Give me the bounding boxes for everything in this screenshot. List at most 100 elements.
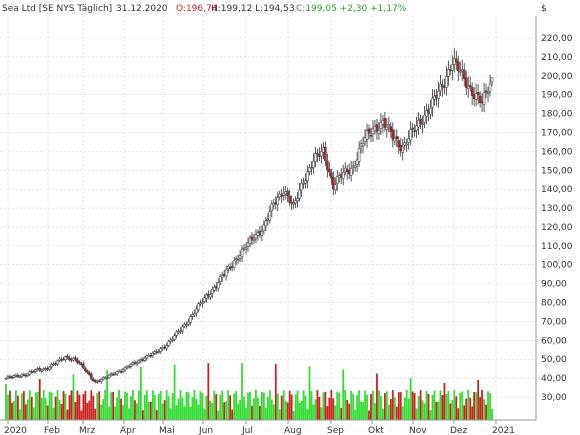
candle-body bbox=[90, 373, 93, 379]
candle-body bbox=[480, 101, 484, 104]
candle-body bbox=[347, 170, 351, 175]
volume-bar bbox=[173, 364, 176, 420]
candle-body bbox=[316, 152, 319, 155]
volume-bar bbox=[161, 403, 164, 420]
candle-body bbox=[369, 134, 373, 137]
price-tick-label: 220,00 bbox=[541, 34, 573, 44]
volume-bar bbox=[447, 390, 450, 420]
volume-bar bbox=[312, 404, 315, 420]
volume-bar bbox=[407, 398, 410, 420]
volume-bar bbox=[108, 406, 111, 420]
volume-bar bbox=[60, 403, 63, 420]
volume-bar bbox=[455, 396, 458, 420]
volume-bar bbox=[132, 390, 134, 420]
candle-body bbox=[278, 193, 281, 198]
candle-body bbox=[375, 124, 379, 132]
volume-bar bbox=[245, 407, 247, 420]
volume-bar bbox=[134, 400, 136, 420]
candle-body bbox=[447, 69, 450, 77]
candle-body bbox=[181, 326, 184, 332]
candle-body bbox=[244, 247, 248, 250]
candle-body bbox=[284, 191, 287, 195]
candle-body bbox=[345, 169, 349, 173]
candle-body bbox=[125, 366, 129, 369]
candle-body bbox=[421, 123, 424, 126]
volume-bar bbox=[128, 408, 130, 420]
candle-body bbox=[169, 339, 172, 342]
candle-body bbox=[449, 69, 452, 71]
candle-body bbox=[276, 197, 280, 205]
volume-bar bbox=[197, 404, 200, 420]
time-tick-label: 2021 bbox=[492, 426, 515, 435]
candle-body bbox=[131, 362, 135, 365]
candle-body bbox=[36, 368, 39, 371]
candle-body bbox=[10, 376, 14, 379]
volume-bar bbox=[435, 401, 438, 420]
volume-bar bbox=[429, 410, 432, 420]
candle-body bbox=[462, 69, 466, 79]
header-open: O:196,74 bbox=[176, 4, 218, 14]
volume-bar bbox=[241, 363, 243, 420]
volume-bar bbox=[36, 391, 39, 420]
volume-bar bbox=[260, 391, 263, 420]
candle-body bbox=[97, 380, 101, 383]
volume-bar bbox=[255, 390, 257, 420]
price-tick-label: 160,00 bbox=[541, 147, 573, 157]
candle-body bbox=[50, 364, 53, 368]
time-tick-label: Aug bbox=[284, 426, 302, 435]
candle-body bbox=[54, 363, 57, 365]
candle-body bbox=[439, 83, 442, 91]
volume-bar bbox=[13, 400, 15, 420]
volume-bar bbox=[433, 390, 436, 420]
volume-bar bbox=[356, 395, 359, 420]
volume-bar bbox=[411, 391, 414, 420]
candle-body bbox=[300, 183, 303, 191]
candle-body bbox=[339, 174, 343, 178]
volume-bar bbox=[86, 403, 89, 420]
candle-body bbox=[18, 376, 22, 378]
volume-bar bbox=[397, 392, 400, 420]
volume-bar bbox=[40, 397, 43, 420]
volume-bar bbox=[74, 402, 77, 420]
volume-bar bbox=[159, 390, 162, 420]
candle-body bbox=[484, 90, 488, 93]
volume-bar bbox=[360, 401, 362, 420]
candle-body bbox=[12, 375, 16, 378]
candle-body bbox=[389, 126, 393, 132]
volume-bar bbox=[191, 397, 194, 420]
volume-bar bbox=[185, 392, 188, 420]
candle-body bbox=[272, 203, 276, 206]
volume-bar bbox=[68, 395, 71, 420]
volume-bar bbox=[489, 393, 491, 420]
volume-bar bbox=[225, 401, 228, 420]
candle-body bbox=[306, 171, 309, 182]
candle-body bbox=[8, 376, 12, 378]
candle-body bbox=[78, 361, 81, 364]
volume-bar bbox=[58, 399, 61, 420]
volume-bar bbox=[48, 391, 51, 420]
volume-bar bbox=[34, 392, 37, 420]
candle-body bbox=[175, 331, 178, 336]
volume-bar bbox=[28, 390, 31, 420]
volume-bar bbox=[266, 396, 269, 420]
volume-bar bbox=[419, 390, 422, 420]
candle-body bbox=[92, 378, 95, 381]
volume-bar bbox=[231, 409, 234, 420]
candle-body bbox=[135, 362, 139, 365]
candle-body bbox=[119, 371, 123, 373]
volume-bar bbox=[463, 405, 466, 420]
candle-body bbox=[407, 138, 410, 143]
candle-body bbox=[145, 355, 149, 359]
candle-body bbox=[413, 130, 416, 132]
candle-body bbox=[395, 136, 399, 140]
candle-body bbox=[490, 77, 494, 83]
volume-bar bbox=[477, 380, 480, 420]
candle-body bbox=[419, 118, 422, 124]
volume-bar bbox=[102, 399, 105, 420]
candle-body bbox=[437, 91, 440, 100]
volume-bar bbox=[66, 409, 69, 420]
volume-bar bbox=[282, 390, 285, 420]
volume-bar bbox=[427, 393, 430, 420]
volume-bar bbox=[54, 396, 57, 420]
candle-body bbox=[308, 167, 311, 172]
